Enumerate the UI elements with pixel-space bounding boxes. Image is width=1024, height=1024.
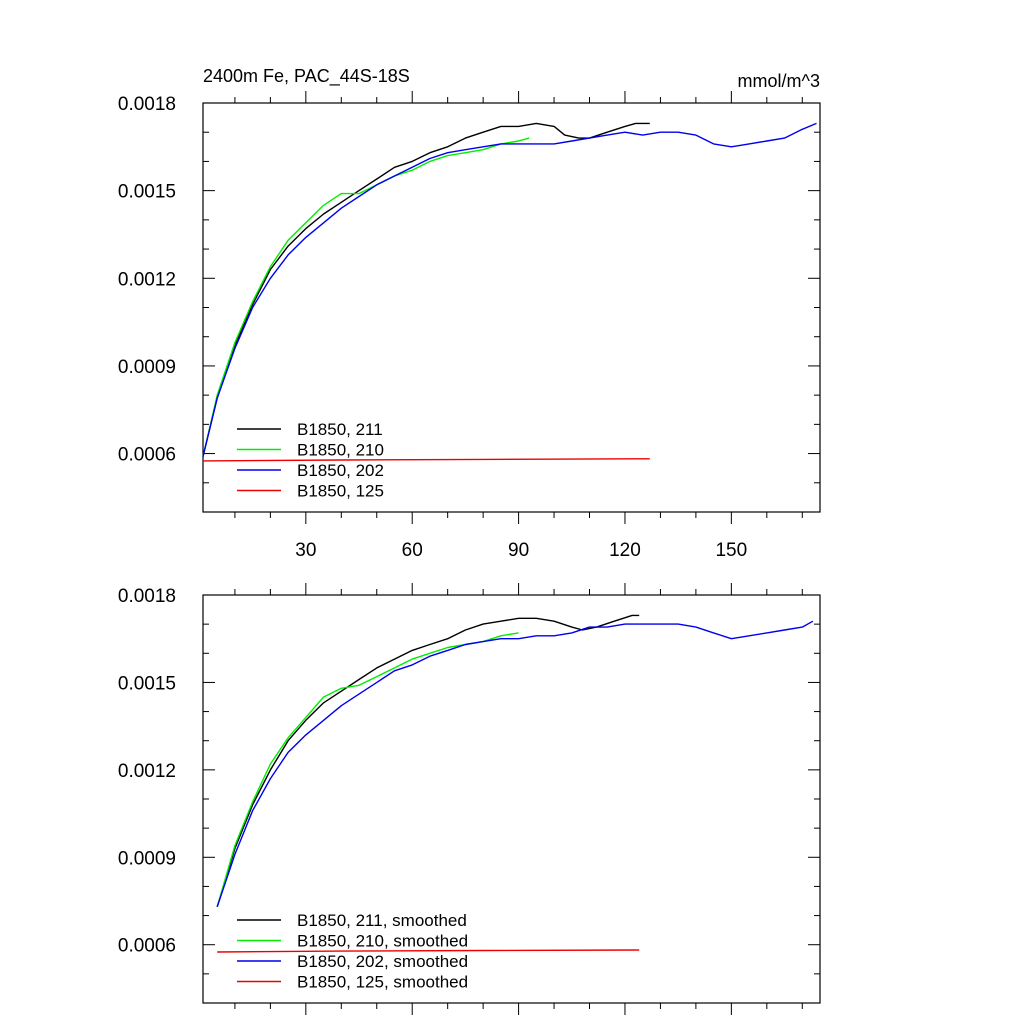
y-tick-label: 0.0012 <box>118 269 176 290</box>
top-panel: 0.0006 0.0009 0.0012 0.0015 0.0018 30 60 90 120 1… <box>118 91 821 561</box>
y-tick-label: 0.0006 <box>118 936 176 957</box>
legend-label: B1850, 202, smoothed <box>297 952 468 971</box>
series-line <box>202 122 650 457</box>
x-tick-label: 60 <box>402 540 423 561</box>
x-tick-label: 90 <box>508 540 529 561</box>
bottom-panel: 0.0006 0.0009 0.0012 0.0015 0.0018 B1850, 211… <box>118 583 821 1015</box>
series-line <box>202 137 530 457</box>
legend-label: B1850, 211, smoothed <box>297 911 467 930</box>
series-line <box>216 620 814 908</box>
y-tick-label: 0.0018 <box>118 586 176 607</box>
series-line <box>216 614 640 908</box>
y-tick-label: 0.0012 <box>118 761 176 782</box>
legend-label: B1850, 125 <box>297 482 384 501</box>
y-tick-label: 0.0015 <box>118 182 176 203</box>
x-tick-label: 150 <box>715 540 747 561</box>
y-tick-label: 0.0009 <box>118 848 176 869</box>
plot-frame <box>202 594 821 1004</box>
figure-title: 2400m Fe, PAC_44S-18S <box>203 66 410 87</box>
legend-label: B1850, 210 <box>297 441 384 460</box>
y-tick-label: 0.0018 <box>118 94 176 115</box>
series-line <box>217 949 640 953</box>
y-tick-label: 0.0015 <box>118 673 176 694</box>
series-line <box>202 458 650 462</box>
x-tick-label: 120 <box>609 540 641 561</box>
series-line <box>202 122 817 457</box>
figure-units: mmol/m^3 <box>738 71 820 91</box>
legend-label: B1850, 125, smoothed <box>297 973 468 992</box>
x-tick-label: 30 <box>295 540 316 561</box>
legend-label: B1850, 211 <box>297 420 383 439</box>
y-tick-label: 0.0009 <box>118 357 176 378</box>
plot-frame <box>202 102 821 513</box>
y-tick-label: 0.0006 <box>118 445 176 466</box>
legend-label: B1850, 210, smoothed <box>297 932 468 951</box>
legend-label: B1850, 202 <box>297 461 384 480</box>
